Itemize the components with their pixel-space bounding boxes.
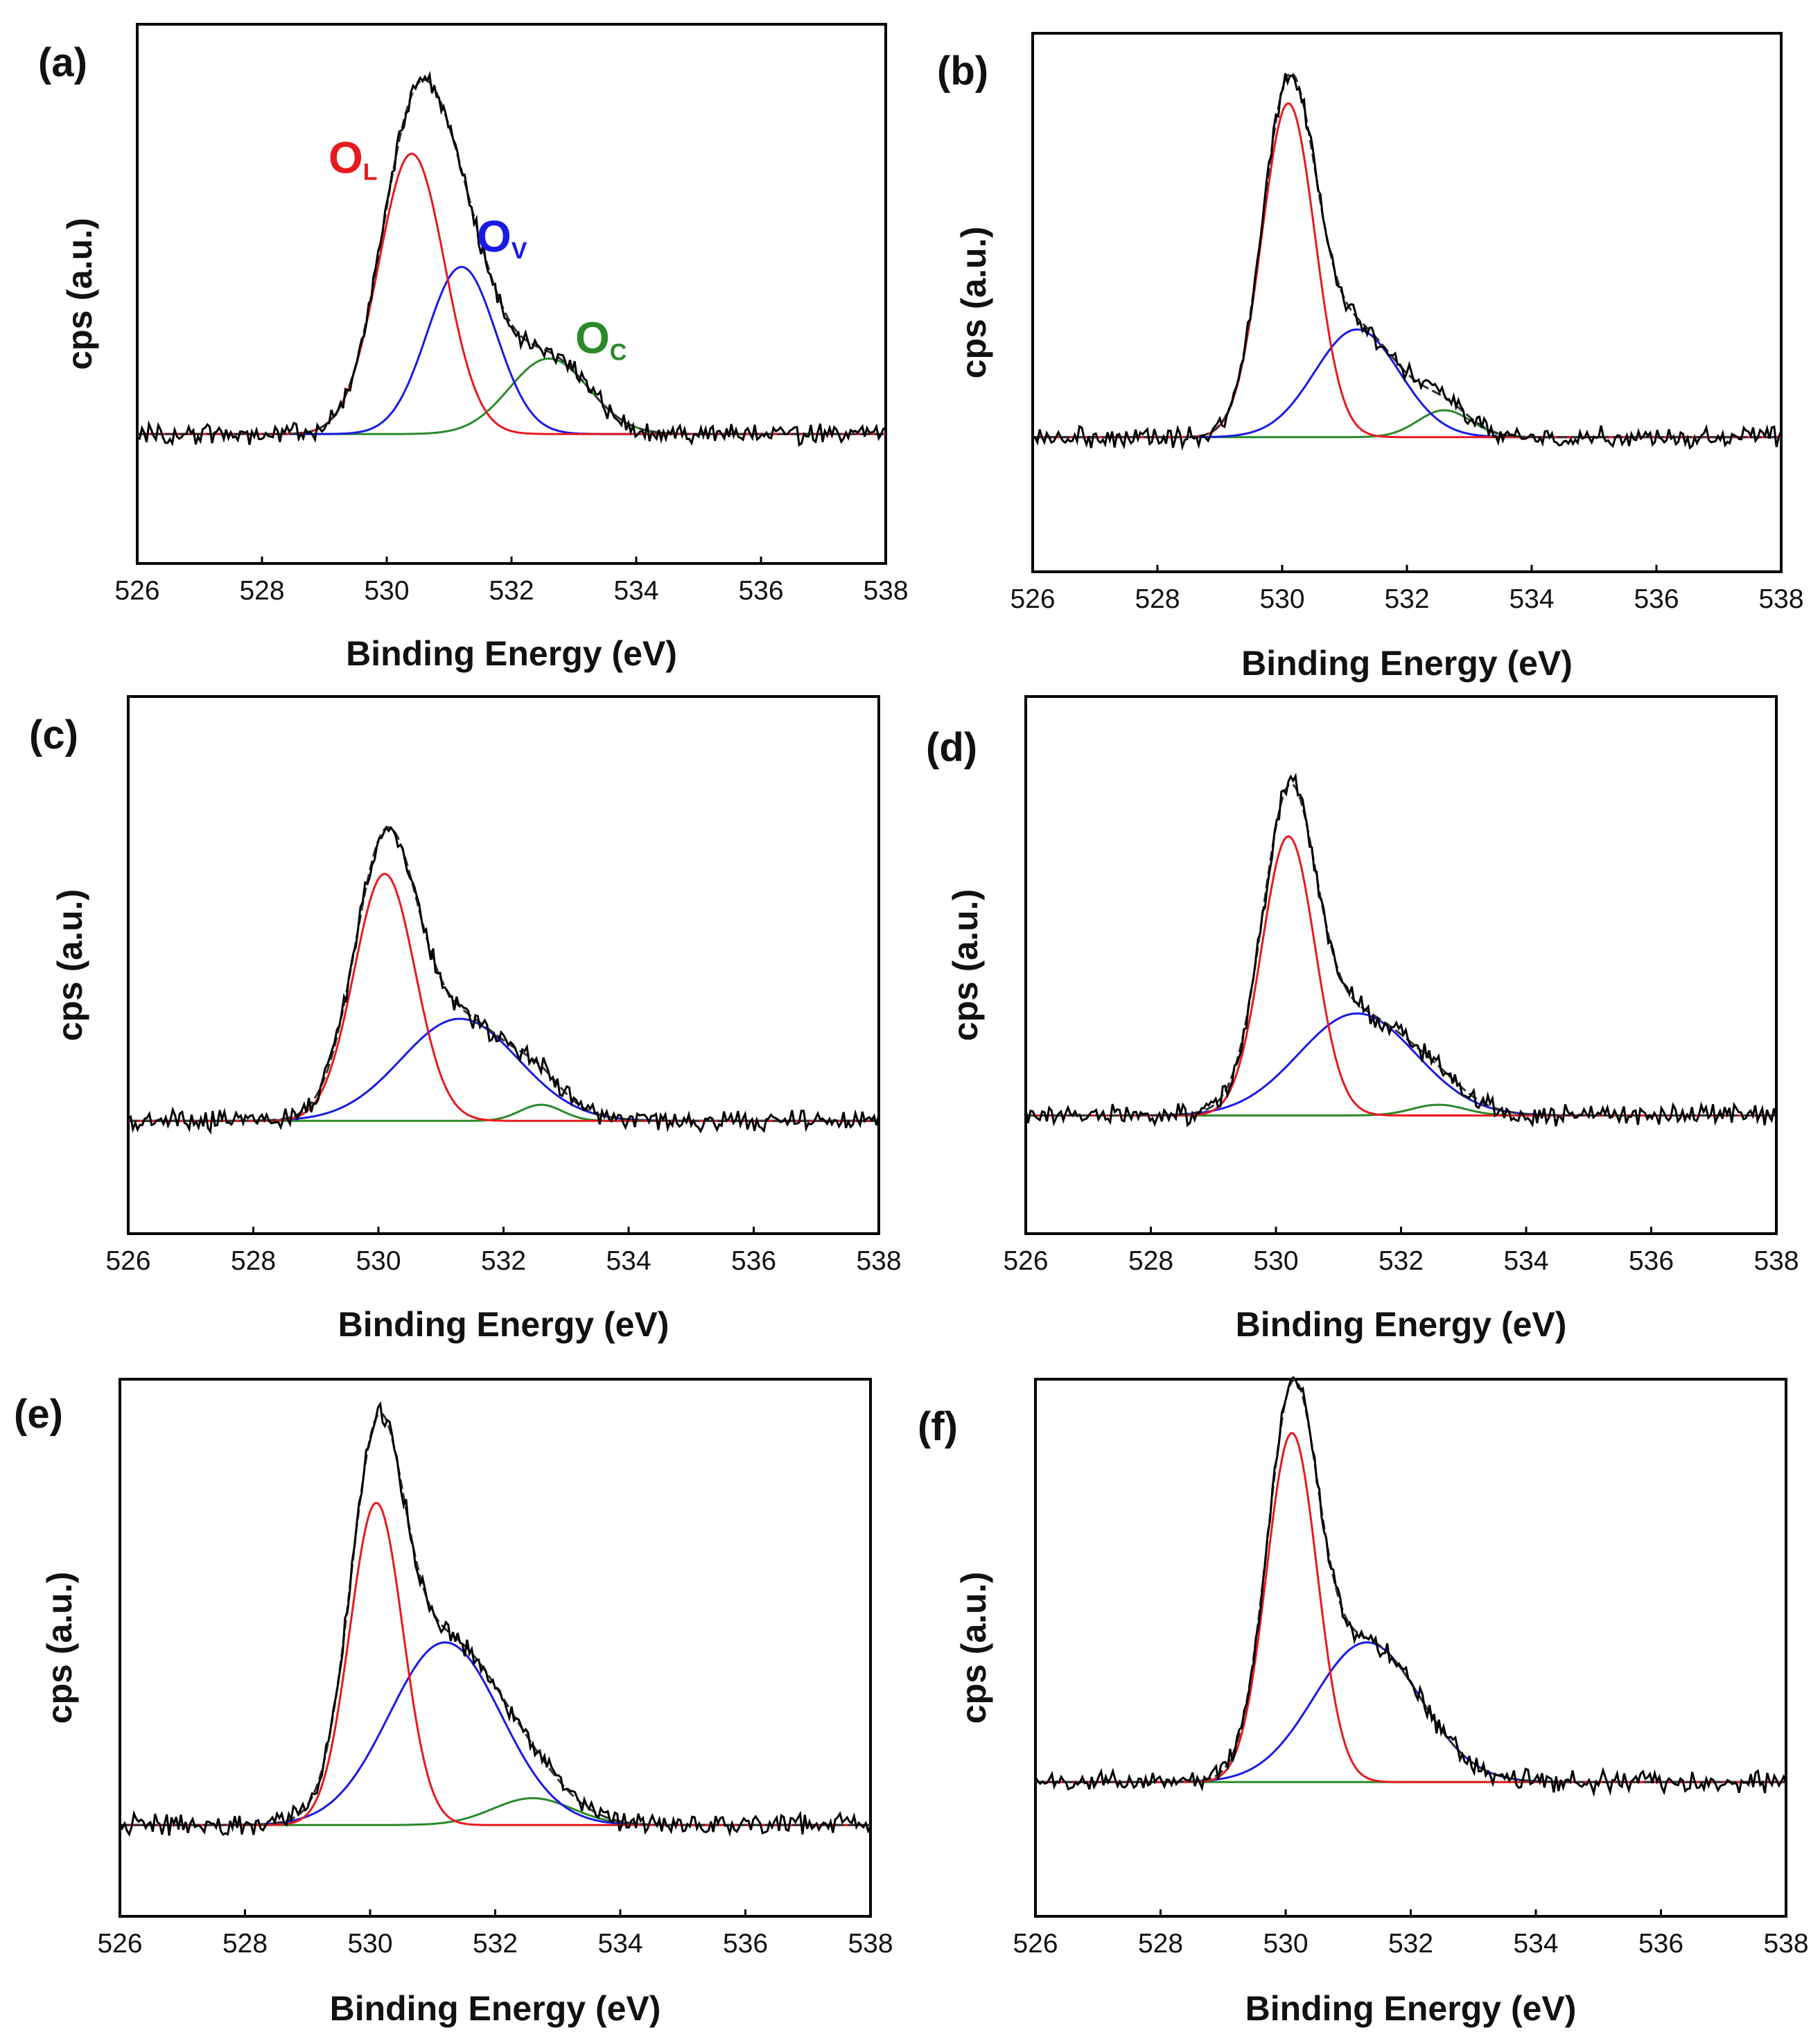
x-axis-title: Binding Energy (eV) (1241, 644, 1573, 683)
panel-d: 526 528 530 532 534 536 538 (d) Binding Energy (… (926, 695, 1799, 1344)
x-tick-label: 532 (481, 1246, 526, 1276)
x-tick-label: 538 (1753, 1246, 1799, 1276)
x-tick-label: 534 (613, 576, 658, 606)
measured-spectrum-line (119, 1401, 872, 1837)
x-tick-label: 530 (347, 1929, 392, 1959)
fitted-envelope-line (128, 825, 879, 1122)
x-axis-title: Binding Energy (eV) (1245, 1989, 1577, 2028)
panel-c: 526 528 530 532 534 536 538 (c) Binding Energy (… (29, 695, 902, 1344)
x-tick-label: 530 (364, 576, 409, 606)
y-axis-title: cps (a.u.) (40, 1572, 79, 1724)
x-tick-label: 538 (856, 1246, 901, 1276)
x-tick-label: 530 (1253, 1246, 1298, 1276)
x-tick-label: 536 (723, 1929, 768, 1959)
y-axis-title: cps (a.u.) (954, 1572, 993, 1724)
measured-spectrum-line (1034, 1376, 1787, 1797)
x-tick-label: 538 (848, 1929, 893, 1959)
x-tick-label: 530 (356, 1246, 401, 1276)
x-tick-label: 528 (1135, 584, 1180, 614)
x-tick-label: 532 (1384, 584, 1429, 614)
fitted-envelope-line (1026, 782, 1776, 1117)
peak-label-c: OC (575, 313, 627, 365)
x-tick-label: 534 (1509, 584, 1554, 614)
x-axis-title: Binding Energy (eV) (346, 634, 677, 673)
x-tick-label: 528 (231, 1246, 276, 1276)
measured-spectrum-line (128, 825, 880, 1135)
y-axis-title: cps (a.u.) (51, 889, 89, 1041)
x-tick-label: 532 (1388, 1929, 1433, 1959)
measured-spectrum-line (1032, 73, 1783, 451)
x-tick-label: 538 (1763, 1929, 1808, 1959)
fitted-envelope-line (137, 78, 886, 435)
panel-b: 526 528 530 532 534 536 538 (b) Binding Energy (… (937, 32, 1804, 683)
panel-label: (f) (918, 1404, 958, 1449)
x-tick-label: 526 (1013, 1929, 1058, 1959)
y-axis-title: cps (a.u.) (954, 227, 993, 378)
y-axis-title: cps (a.u.) (946, 889, 985, 1041)
x-tick-label: 528 (239, 576, 284, 606)
panel-label: (a) (38, 40, 87, 85)
x-tick-label: 534 (1513, 1929, 1558, 1959)
x-axis-title: Binding Energy (eV) (338, 1305, 670, 1344)
y-axis-title: cps (a.u.) (60, 218, 99, 369)
panel-label: (b) (937, 49, 988, 94)
x-tick-label: 538 (1758, 584, 1803, 614)
panels-group: 526 528 530 532 534 536 538 (a) Binding Energy (… (14, 23, 1809, 2028)
x-tick-label: 532 (473, 1929, 518, 1959)
x-tick-label: 528 (222, 1929, 268, 1959)
measured-spectrum-line (137, 71, 886, 447)
panel-a: 526 528 530 532 534 536 538 (a) Binding Energy (… (38, 23, 909, 673)
x-tick-label: 526 (114, 576, 159, 606)
x-tick-label: 534 (1503, 1246, 1548, 1276)
x-tick-label: 530 (1259, 584, 1304, 614)
x-tick-label: 536 (1638, 1929, 1683, 1959)
x-axis-title: Binding Energy (eV) (330, 1989, 661, 2028)
x-tick-label: 530 (1263, 1929, 1308, 1959)
x-tick-label: 538 (863, 576, 908, 606)
x-tick-label: 536 (738, 576, 783, 606)
x-tick-label: 532 (1379, 1246, 1424, 1276)
x-tick-label: 536 (1634, 584, 1679, 614)
panel-f: 526 528 530 532 534 536 538 (f) Binding Energy (… (918, 1376, 1809, 2028)
x-tick-label: 534 (606, 1246, 651, 1276)
panel-label: (d) (926, 725, 977, 770)
x-tick-label: 536 (1629, 1246, 1674, 1276)
x-axis-title: Binding Energy (eV) (1236, 1305, 1567, 1344)
peak-label-v: OV (477, 211, 527, 264)
panel-label: (c) (29, 712, 78, 758)
panel-e: 526 528 530 532 534 536 538 (e) Binding Energy (… (14, 1378, 893, 2028)
x-tick-label: 526 (1010, 584, 1055, 614)
x-tick-label: 528 (1138, 1929, 1183, 1959)
peak-label-l: OL (329, 133, 378, 186)
measured-spectrum-line (1024, 772, 1778, 1128)
x-tick-label: 526 (97, 1929, 142, 1959)
x-tick-label: 528 (1128, 1246, 1173, 1276)
x-tick-label: 526 (1003, 1246, 1048, 1276)
x-tick-label: 526 (105, 1246, 150, 1276)
x-tick-label: 534 (597, 1929, 642, 1959)
panel-label: (e) (14, 1392, 63, 1437)
x-tick-label: 532 (489, 576, 534, 606)
x-tick-label: 536 (731, 1246, 776, 1276)
